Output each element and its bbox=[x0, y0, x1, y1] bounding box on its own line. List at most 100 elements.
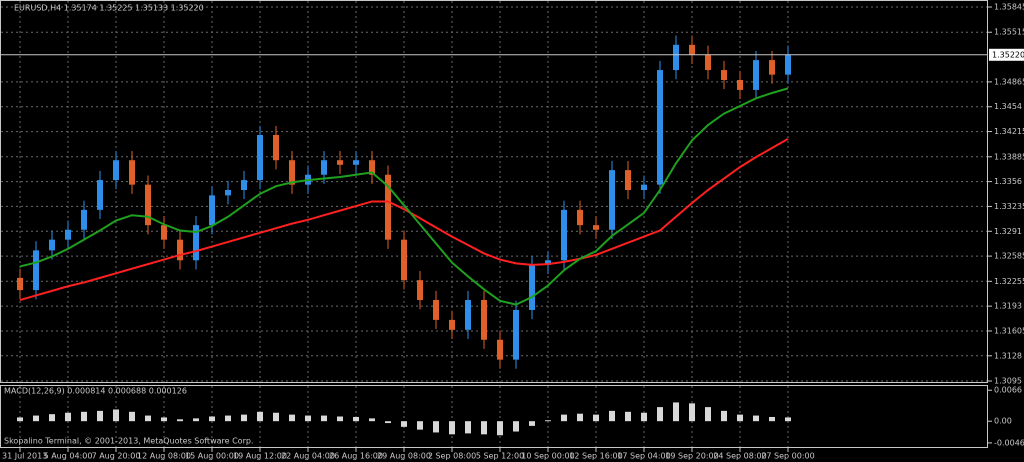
x-tick-label: 10 Sep 00:00 bbox=[521, 452, 574, 461]
macd-bar bbox=[609, 410, 615, 422]
candle-body bbox=[593, 225, 599, 230]
macd-bar bbox=[641, 412, 647, 422]
candle-body bbox=[241, 180, 247, 191]
candle-body bbox=[353, 160, 359, 165]
macd-bar bbox=[577, 413, 583, 422]
x-tick-label: 15 Aug 00:00 bbox=[185, 452, 239, 461]
candle-body bbox=[705, 54, 711, 71]
candle-body bbox=[401, 239, 407, 281]
candle-body bbox=[17, 277, 23, 291]
x-tick-label: 19 Aug 12:00 bbox=[233, 452, 287, 461]
macd-bar bbox=[673, 402, 679, 422]
candle-body bbox=[433, 300, 439, 320]
y-tick-label: 0.00 bbox=[994, 417, 1012, 426]
macd-bar bbox=[193, 418, 199, 422]
macd-bar bbox=[465, 421, 471, 434]
macd-bar bbox=[721, 410, 727, 422]
macd-bar bbox=[305, 415, 311, 422]
macd-bar bbox=[449, 421, 455, 435]
candle-body bbox=[529, 264, 535, 310]
macd-bar bbox=[177, 419, 183, 422]
y-tick-label: 1.32255 bbox=[994, 277, 1024, 286]
candle-body bbox=[513, 309, 519, 360]
y-tick-label: 1.34865 bbox=[994, 77, 1024, 86]
macd-pane-frame bbox=[0, 385, 988, 448]
candle-body bbox=[273, 135, 279, 161]
y-tick-label: 1.3128 bbox=[994, 351, 1022, 360]
y-tick-label: 1.35845 bbox=[994, 3, 1024, 12]
grid bbox=[1, 1, 987, 447]
candle-body bbox=[497, 339, 503, 360]
macd-bar bbox=[113, 409, 119, 422]
candle-body bbox=[289, 160, 295, 185]
plot bbox=[17, 35, 791, 436]
footer: Skopalino Terminal, © 2001-2013, MetaQuo… bbox=[4, 437, 253, 446]
macd-bar bbox=[401, 421, 407, 427]
macd-bar bbox=[657, 407, 663, 422]
macd-bar bbox=[257, 411, 263, 422]
candle-body bbox=[49, 239, 55, 251]
y-tick-label: 1.35515 bbox=[994, 28, 1024, 37]
x-tick-label: 19 Sep 20:00 bbox=[665, 452, 718, 461]
macd-bar bbox=[529, 421, 535, 426]
candle-body bbox=[65, 229, 71, 240]
macd-bar bbox=[241, 414, 247, 422]
candle-body bbox=[641, 184, 647, 191]
candle-body bbox=[417, 280, 423, 301]
candle-body bbox=[81, 209, 87, 230]
candle-body bbox=[193, 225, 199, 261]
macd-bar bbox=[385, 421, 391, 424]
macd-bar bbox=[49, 414, 55, 422]
macd-bar bbox=[161, 417, 167, 422]
candle-body bbox=[769, 60, 775, 75]
macd-bar bbox=[369, 418, 375, 422]
macd-bar bbox=[497, 421, 503, 436]
y-tick-label: 1.34215 bbox=[994, 127, 1024, 136]
macd-bar bbox=[785, 417, 791, 422]
candle-body bbox=[449, 319, 455, 330]
candle-body bbox=[785, 54, 791, 75]
macd-bar bbox=[321, 415, 327, 422]
macd-bar bbox=[225, 415, 231, 422]
x-tick-label: 12 Aug 08:00 bbox=[137, 452, 191, 461]
macd-bar bbox=[545, 420, 551, 422]
candle-body bbox=[209, 195, 215, 226]
x-tick-label: 22 Aug 04:00 bbox=[281, 452, 335, 461]
moving-average bbox=[19, 137, 789, 301]
x-tick-label: 12 Sep 16:00 bbox=[569, 452, 622, 461]
macd-bar bbox=[17, 417, 23, 422]
candle-body bbox=[721, 70, 727, 80]
candle-body bbox=[369, 160, 375, 175]
macd-bar bbox=[81, 411, 87, 422]
macd-bar bbox=[737, 414, 743, 422]
y-tick-label: 1.3193 bbox=[994, 302, 1022, 311]
x-tick-label: 31 Jul 2013 bbox=[2, 452, 47, 461]
candle-body bbox=[481, 300, 487, 340]
macd-bar bbox=[145, 415, 151, 422]
candle-body bbox=[161, 225, 167, 240]
x-tick-label: 5 Aug 04:00 bbox=[44, 452, 93, 461]
candle-body bbox=[113, 160, 119, 181]
candle-body bbox=[321, 160, 327, 175]
candle-body bbox=[337, 160, 343, 165]
macd-bar bbox=[625, 411, 631, 422]
candle-body bbox=[465, 300, 471, 330]
candle-body bbox=[577, 209, 583, 226]
y-tick-label: 1.3291 bbox=[994, 227, 1022, 236]
macd-bar bbox=[769, 416, 775, 422]
candle-body bbox=[177, 239, 183, 261]
y-tick-label: 1.3454 bbox=[994, 102, 1022, 111]
y-tick-label: -0.004631 bbox=[994, 438, 1024, 447]
y-tick-label: 1.33235 bbox=[994, 202, 1024, 211]
macd-bar bbox=[753, 415, 759, 422]
x-tick-label: 7 Aug 20:00 bbox=[92, 452, 141, 461]
candle-body bbox=[33, 250, 39, 291]
macd-bar bbox=[561, 414, 567, 422]
candle-body bbox=[561, 209, 567, 261]
y-tick-label: 1.3095 bbox=[994, 377, 1022, 386]
macd-bar bbox=[273, 412, 279, 422]
candle-body bbox=[753, 60, 759, 90]
y-tick-label: 1.33885 bbox=[994, 152, 1024, 161]
last-price-box bbox=[989, 48, 1024, 61]
